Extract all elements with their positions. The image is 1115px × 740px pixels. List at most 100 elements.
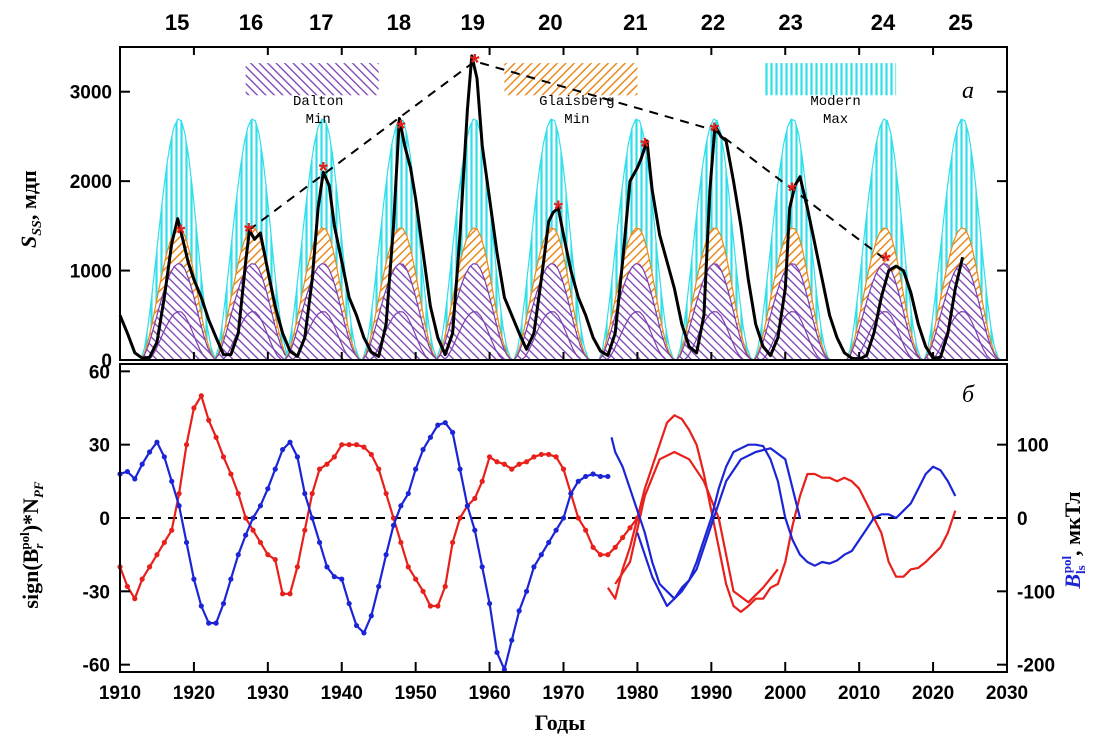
a-ytick-label: 1000 (70, 262, 112, 283)
panel-b-right-y-ticks: -200 -100 0 100 (997, 436, 1055, 677)
panel-b-right-label-sup: pol (1059, 556, 1074, 574)
red-point (627, 525, 633, 531)
red-point (546, 451, 552, 458)
blue-point (250, 515, 256, 521)
purple-envelope-inner-7 (683, 310, 744, 361)
observed-series (118, 54, 965, 361)
panel-a-y-axis-title: SSS, мдп (16, 170, 45, 248)
peak-asterisk-2: * (319, 158, 329, 185)
b-left-tick-label: -30 (83, 582, 110, 603)
b-right-tick-label: 100 (1017, 436, 1049, 457)
b-left-tick-label: 60 (89, 362, 110, 383)
red-point (472, 495, 478, 502)
purple-envelope-inner-0 (147, 310, 208, 361)
panel-a-ylabel-unit: , мдп (16, 170, 41, 220)
red-point (486, 454, 493, 460)
panel-b: -60 -30 0 30 60 -200 -100 0 100 1910 1920 1930 194… (17, 47, 1088, 735)
red-point (316, 466, 323, 472)
panel-b-right-axis-title: Blspol, мкТл (1059, 491, 1088, 589)
blue-point (464, 503, 471, 509)
red-point (220, 454, 227, 460)
red-point (139, 576, 145, 582)
panel-b-frame (119, 363, 1008, 673)
envelope-areas (139, 118, 1003, 361)
red-point (272, 556, 278, 563)
red-point (560, 466, 567, 472)
band-label-line2: Max (823, 112, 848, 128)
red-point (450, 539, 456, 546)
blue-point (265, 486, 271, 492)
red-series-2 (606, 414, 957, 613)
panel-b-right-label-base: B (1060, 574, 1085, 590)
blue-point (479, 564, 485, 570)
red-point (597, 552, 604, 558)
blue-point (553, 527, 559, 533)
a-ytick-label: 0 (101, 351, 112, 372)
red-point (583, 527, 589, 533)
panel-b-left-label-tail: )*N (18, 498, 43, 532)
blue-point (405, 490, 411, 497)
blue-point (198, 603, 204, 609)
red-point (161, 539, 167, 546)
red-point (361, 444, 367, 450)
red-point (228, 471, 234, 477)
blue-point (531, 564, 537, 570)
peak-asterisk-1: * (244, 218, 254, 245)
red-point (575, 515, 581, 521)
red-point (206, 417, 212, 423)
red-point (398, 539, 404, 546)
panel-b-tag: б (962, 382, 975, 408)
b-left-tick-label: 0 (99, 509, 110, 530)
red-point (427, 603, 434, 609)
blue-point (272, 466, 278, 472)
band-label-line1: Modern (810, 94, 860, 110)
cycle-number-labels: 15 16 17 18 19 20 21 22 23 24 25 (165, 10, 973, 35)
peak-asterisk-6: * (640, 133, 650, 160)
blue-point (287, 439, 293, 445)
panel-a-tag: a (962, 78, 974, 104)
cycle-number-16: 16 (239, 10, 263, 35)
panel-b-left-label-base: sign(B (18, 548, 43, 608)
blue-point (383, 552, 389, 558)
band-label-line1: Dalton (293, 94, 343, 110)
x-axis-title: Годы (535, 710, 586, 735)
epoch-bands: Dalton Min Glaisberg Min Modern Max (245, 63, 897, 128)
cycle-number-22: 22 (701, 10, 725, 35)
blue-point (516, 608, 522, 614)
cycle-number-18: 18 (387, 10, 411, 35)
x-tick-label: 2010 (838, 683, 880, 704)
cycle-number-23: 23 (778, 10, 802, 35)
cycle-number-20: 20 (538, 10, 562, 35)
blue-point (235, 552, 241, 558)
red-point (154, 552, 160, 558)
red-point (509, 466, 515, 472)
blue-point (442, 420, 448, 426)
band-label-line1: Glaisberg (539, 94, 615, 110)
red-point (132, 596, 138, 602)
blue-point (420, 446, 426, 453)
blue-point (294, 454, 300, 460)
purple-envelope-inner-10 (931, 310, 992, 361)
peak-trend-line (248, 60, 887, 261)
band-label-line2: Min (564, 112, 589, 128)
x-tick-label: 1950 (395, 683, 437, 704)
red-point (620, 534, 626, 541)
blue-point (398, 503, 404, 509)
red-point (309, 490, 315, 497)
blue-point (339, 576, 345, 582)
x-tick-label: 1970 (542, 683, 584, 704)
peak-asterisk-5: * (554, 196, 564, 223)
blue-point (228, 576, 234, 582)
cycle-number-17: 17 (309, 10, 333, 35)
panel-a-ylabel-sub: SS (30, 220, 45, 236)
b-left-tick-label: 30 (89, 436, 110, 457)
b-right-tick-label: -200 (1017, 656, 1055, 677)
blue-point (353, 622, 360, 629)
peak-asterisk-4: * (470, 49, 480, 76)
blue-point (331, 574, 337, 580)
panel-b-left-label-sub: r (31, 543, 46, 549)
blue-point (568, 490, 574, 497)
panel-b-left-axis-title: sign(Brpol)*NPF (17, 481, 46, 608)
red-series-3 (614, 450, 779, 604)
